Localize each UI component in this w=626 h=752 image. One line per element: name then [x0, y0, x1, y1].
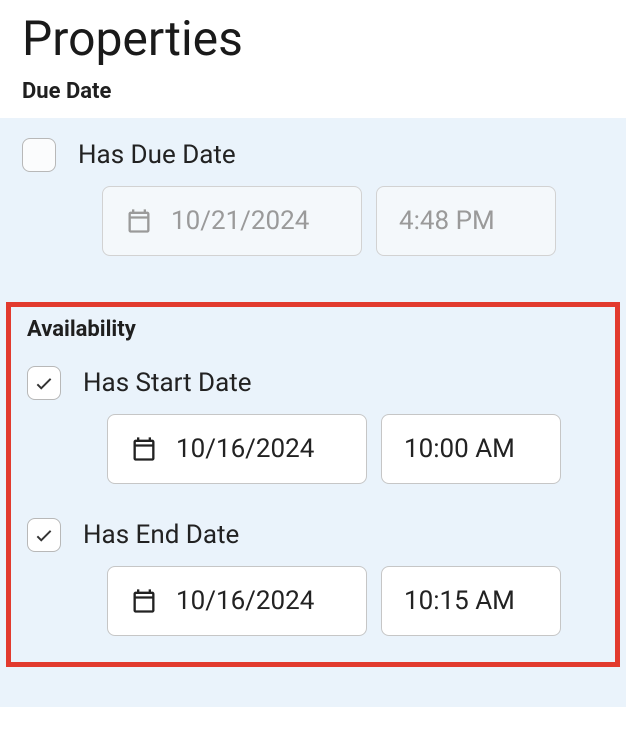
calendar-icon [125, 207, 153, 235]
end-time-input[interactable]: 10:15 AM [381, 566, 561, 636]
start-time-input[interactable]: 10:00 AM [381, 414, 561, 484]
end-date-inputs: 10/16/2024 10:15 AM [107, 566, 605, 636]
end-date-input[interactable]: 10/16/2024 [107, 566, 367, 636]
calendar-icon [130, 587, 158, 615]
due-time-value: 4:48 PM [399, 206, 495, 236]
has-start-date-checkbox[interactable] [27, 366, 61, 400]
properties-panel: Due Date Has Due Date 10/21/2024 4:48 PM… [0, 73, 626, 707]
due-date-section: Has Due Date 10/21/2024 4:48 PM [0, 118, 626, 296]
has-end-date-label: Has End Date [83, 520, 239, 550]
start-date-value: 10/16/2024 [176, 434, 314, 464]
has-end-date-checkbox[interactable] [27, 518, 61, 552]
due-date-row: Has Due Date [22, 138, 604, 172]
start-date-row: Has Start Date [21, 366, 605, 400]
end-date-row: Has End Date [21, 518, 605, 552]
end-time-value: 10:15 AM [404, 586, 515, 616]
due-date-section-label: Due Date [0, 73, 626, 118]
start-time-value: 10:00 AM [404, 434, 515, 464]
has-due-date-checkbox[interactable] [22, 138, 56, 172]
availability-section-label: Availability [21, 315, 605, 366]
start-date-inputs: 10/16/2024 10:00 AM [107, 414, 605, 484]
page-title: Properties [0, 0, 626, 73]
has-due-date-label: Has Due Date [78, 140, 236, 170]
end-date-value: 10/16/2024 [176, 586, 314, 616]
calendar-icon [130, 435, 158, 463]
due-date-input[interactable]: 10/21/2024 [102, 186, 362, 256]
availability-section: Availability Has Start Date 10/16/2024 1… [6, 302, 620, 667]
due-time-input[interactable]: 4:48 PM [376, 186, 556, 256]
start-date-input[interactable]: 10/16/2024 [107, 414, 367, 484]
due-date-inputs: 10/21/2024 4:48 PM [102, 186, 604, 256]
has-start-date-label: Has Start Date [83, 368, 252, 398]
due-date-value: 10/21/2024 [171, 206, 309, 236]
